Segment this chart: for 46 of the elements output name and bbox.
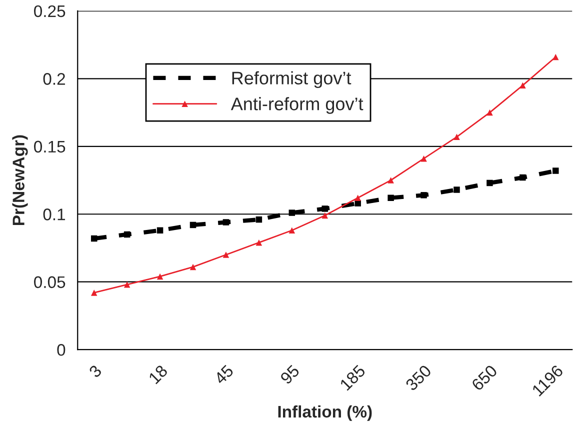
point [420,192,427,198]
point [124,281,130,288]
y-tick-label: 0.15 [34,140,66,153]
point [156,273,164,280]
x-tick-label: 45 [214,364,234,385]
point [388,177,394,184]
y-tick-label: 0.05 [34,276,66,288]
point [520,174,526,181]
point [190,264,196,270]
y-tick-label: 0.2 [43,73,65,85]
point [552,54,559,60]
point [222,219,230,226]
point [420,155,427,162]
legend-label: Anti-reform gov’t [230,97,364,114]
x-tick-label: 650 [470,364,498,392]
point [156,227,164,234]
point [288,210,296,216]
point [552,168,559,174]
point [288,227,296,234]
point [90,235,98,242]
x-tick-label: 18 [148,364,168,384]
y-tick-label: 0.1 [43,208,66,220]
y-axis-title: Pr(NewAgr) [12,135,28,225]
point [256,216,262,223]
y-tick-label: 0 [57,344,66,356]
point [520,82,526,89]
point [454,186,460,193]
point [354,194,361,201]
x-tick-label: 185 [339,364,366,391]
point [454,134,460,140]
y-tick-label: 0.25 [34,5,66,18]
point [486,180,493,186]
point [486,109,493,116]
point [256,239,262,246]
point [322,206,328,212]
x-axis-title: Inflation (%) [278,405,372,421]
point [222,252,230,258]
point [322,212,328,219]
point [124,231,130,238]
point [388,194,394,201]
legend-label: Reformist gov’t [232,71,352,88]
point [190,222,196,228]
x-tick-label: 3 [88,364,102,378]
point [90,290,98,296]
x-tick-label: 95 [280,364,300,385]
x-tick-label: 350 [404,364,432,392]
